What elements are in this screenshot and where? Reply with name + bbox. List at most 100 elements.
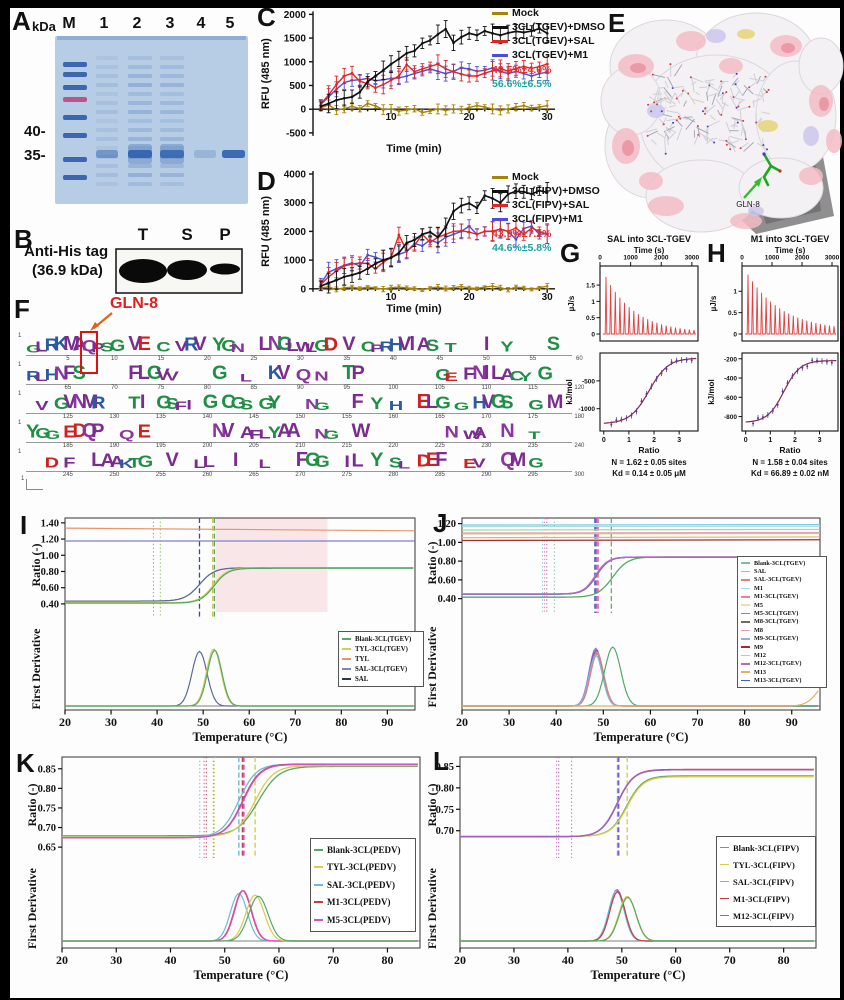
logo-letter: G <box>109 336 126 355</box>
logo-letter: S <box>546 333 561 355</box>
legend-entry: M5-3CL(TGEV) <box>741 609 823 617</box>
legend-entry: 3CL(TGEV)+SAL <box>492 34 622 48</box>
sequence-logo-empty-row: 1 <box>21 476 43 490</box>
logo-letter: H <box>388 398 404 413</box>
legend-entry: SAL-3CL(PEDV) <box>314 876 412 894</box>
legend-entry: M1-3CL(PEDV) <box>314 894 412 912</box>
svg-text:µJ/s: µJ/s <box>567 295 576 311</box>
logo-row: 1 D F L A A K T G V L L I L F G G I L Y S L D E F E V Q M G 245 250 255 2… <box>18 449 585 478</box>
svg-text:1.00: 1.00 <box>438 538 456 549</box>
derivative-axis-label: First Derivative <box>25 867 39 949</box>
logo-letter: V <box>472 456 486 471</box>
legend-tsa-j: Blank-3CL(TGEV) SAL SAL-3CL(TGEV) M1 M1-3CL(… <box>737 556 827 688</box>
legend-entry: SAL-3CL(TGEV) <box>741 576 823 584</box>
legend-entry: Mock <box>492 170 622 184</box>
logo-letter: P <box>351 362 365 384</box>
logo-letter: D <box>44 455 60 471</box>
gel-image <box>55 36 248 204</box>
logo-letter: V <box>165 449 179 471</box>
svg-text:70: 70 <box>724 953 736 967</box>
svg-text:20: 20 <box>59 715 71 729</box>
logo-position-tick: 40 <box>390 356 397 362</box>
legend-tsa-k: Blank-3CL(PEDV) TYL-3CL(PEDV) SAL-3CL(PEDV… <box>310 838 416 932</box>
svg-text:50: 50 <box>616 953 628 967</box>
blot-title-line1: Anti-His tag <box>24 243 109 260</box>
logo-letter: V <box>63 392 77 413</box>
logo-letter: L <box>35 338 48 355</box>
svg-text:60: 60 <box>243 715 255 729</box>
logo-letter: G <box>137 452 154 471</box>
derivative-axis-label: First Derivative <box>426 867 439 949</box>
legend-entry: SAL-3CL(TGEV) <box>342 664 420 674</box>
logo-letter: N <box>230 341 246 355</box>
logo-letter: G <box>314 452 330 471</box>
logo-position-tick: 170 <box>481 414 492 420</box>
logo-letter: V <box>165 369 179 384</box>
logo-letter: F <box>463 365 476 384</box>
logo-letter: N <box>500 420 515 442</box>
ratio-melt-curve <box>460 776 814 837</box>
logo-position-tick: 185 <box>62 443 73 449</box>
svg-text:kJ/mol: kJ/mol <box>707 379 716 404</box>
itc-ratio-label: Ratio <box>779 445 800 455</box>
logo-position-tick: 260 <box>202 472 213 478</box>
percent-annotation: 44.6%±5.8% <box>492 242 552 254</box>
legend-entry: M12-3CL(TGEV) <box>741 660 823 668</box>
gel-lane-label: 3 <box>165 15 175 32</box>
logo-letter: S <box>425 336 440 355</box>
logo-position-tick: 210 <box>295 443 306 449</box>
svg-text:0: 0 <box>740 255 744 262</box>
svg-text:1: 1 <box>591 299 595 306</box>
ratio-melt-curve <box>62 764 418 838</box>
legend-chart-d: Mock 3CL(FIPV)+DMSO 3CL(FIPV)+SAL 3CL(FIPV)… <box>492 170 622 254</box>
itc-n-value: N = 1.62 ± 0.05 sites <box>611 458 687 467</box>
logo-letter: G <box>212 362 228 384</box>
svg-text:3: 3 <box>677 437 681 444</box>
highlight-band <box>215 518 328 612</box>
logo-letter: I <box>139 391 146 413</box>
ladder-band <box>63 133 87 138</box>
ratio-axis-label: Ratio (-) <box>25 784 39 827</box>
svg-text:20: 20 <box>454 953 466 967</box>
legend-entry: Blank-3CL(PEDV) <box>314 841 412 859</box>
logo-letter: F <box>295 449 308 471</box>
legend-entry: M5 <box>741 601 823 609</box>
legend-entry: 3CL(TGEV)+DMSO <box>492 20 622 34</box>
ratio-melt-curve <box>62 763 418 839</box>
gln8-residue <box>762 152 782 187</box>
logo-letter: F <box>63 454 76 471</box>
svg-text:µJ/s: µJ/s <box>709 295 718 311</box>
logo-letter: T <box>128 393 141 413</box>
target-band <box>160 150 184 158</box>
svg-text:80: 80 <box>739 715 751 729</box>
gel-lane-label: 5 <box>225 15 235 32</box>
logo-letter: F <box>174 399 188 413</box>
compound-ratio-line <box>461 539 821 542</box>
panel-label-D: D <box>257 166 276 196</box>
svg-text:Time (min): Time (min) <box>386 303 442 315</box>
logo-letter: L <box>193 457 206 471</box>
logo-position-tick: 290 <box>481 472 492 478</box>
blot-lane-T: T <box>137 225 149 244</box>
legend-entry: M1-3CL(FIPV) <box>720 890 812 907</box>
logo-letter: F <box>351 391 364 413</box>
legend-entry: SAL-3CL(FIPV) <box>720 873 812 890</box>
svg-text:-1000: -1000 <box>578 406 595 413</box>
gel-lane-label: M <box>62 15 76 32</box>
logo-letter: F <box>128 362 141 384</box>
gln8-arrow-icon <box>90 312 113 331</box>
logo-letter: L <box>137 362 150 384</box>
svg-text:1: 1 <box>733 289 737 296</box>
legend-entry: Mock <box>492 6 622 20</box>
legend-entry: M12 <box>741 651 823 659</box>
logo-position-tick: 215 <box>341 443 352 449</box>
logo-position-tick: 235 <box>527 443 538 449</box>
legend-entry: Blank-3CL(FIPV) <box>720 839 812 856</box>
logo-position-tick: 65 <box>64 385 72 391</box>
legend-entry: M8 <box>741 626 823 634</box>
ratio-melt-curve <box>65 567 414 604</box>
target-band <box>96 150 118 158</box>
logo-letter: E <box>463 457 477 471</box>
